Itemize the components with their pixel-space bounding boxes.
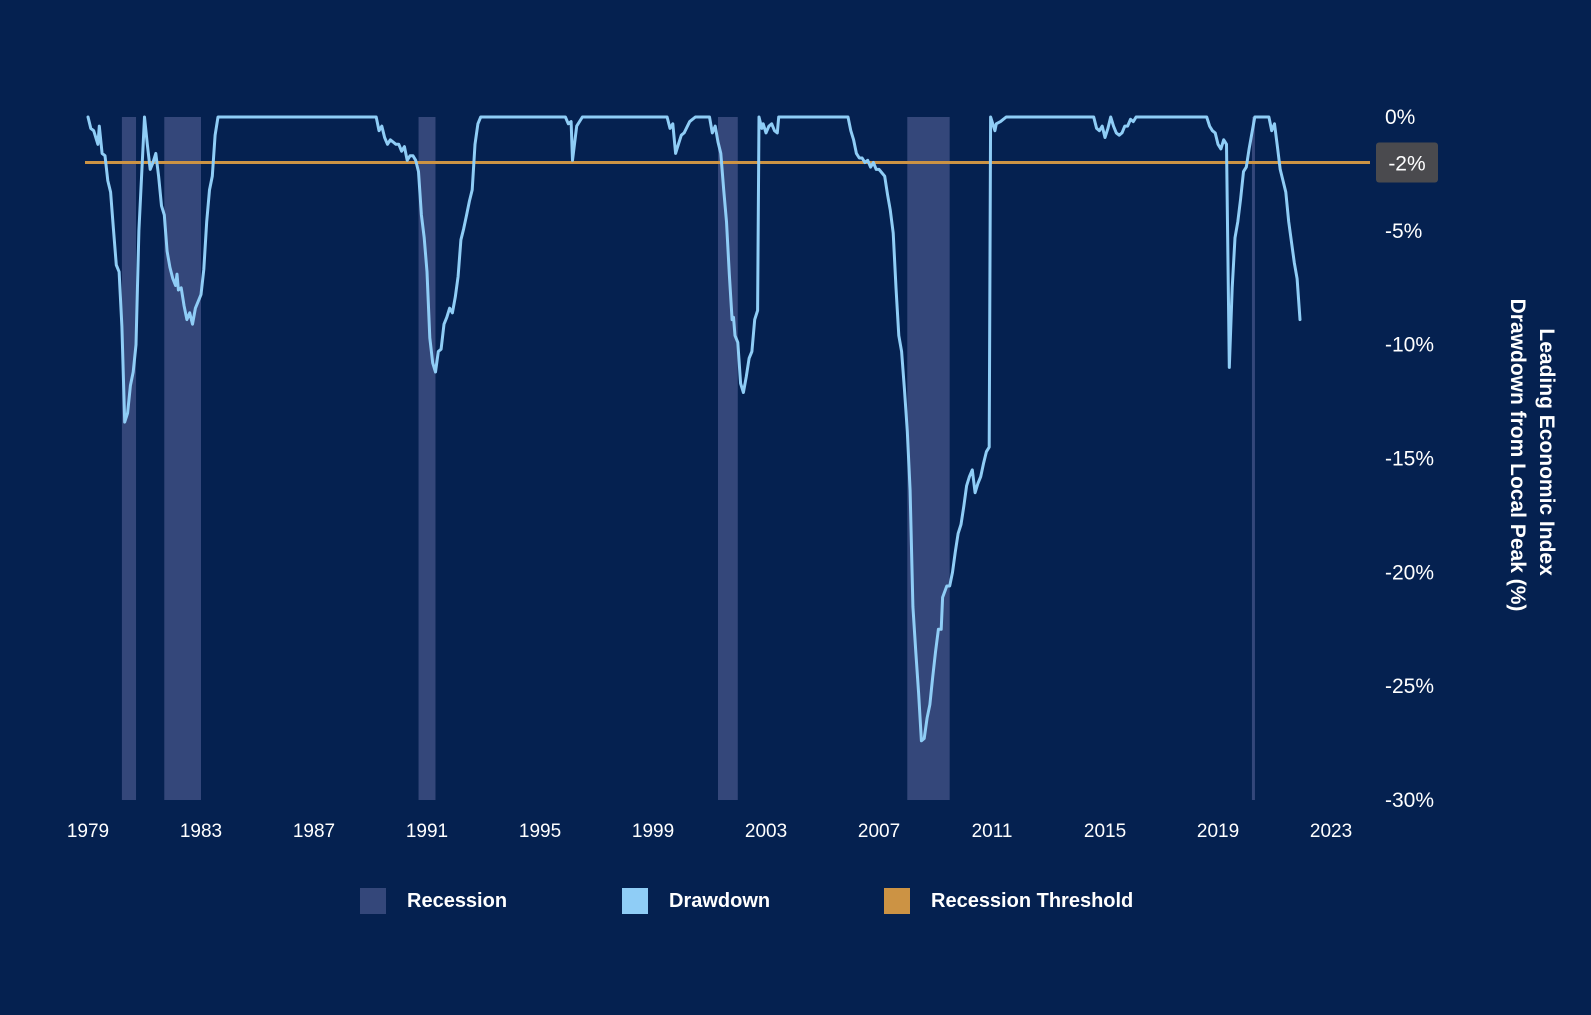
y-axis-label: Leading Economic Index Drawdown from Loc… [1506,299,1558,612]
x-tick-label: 1991 [406,821,448,842]
y-tick-label: 0% [1385,106,1415,129]
y-tick-label: -20% [1385,561,1434,584]
legend-label-threshold: Recession Threshold [931,889,1134,912]
legend-item-threshold: Recession Threshold [884,888,1133,914]
y-axis-label-line1: Leading Economic Index [1535,328,1558,576]
legend-swatch-recession [360,888,386,914]
x-tick-label: 1983 [180,821,222,842]
threshold-badge-box [1376,142,1438,183]
x-tick-label: 1999 [632,821,674,842]
legend-swatch-threshold [884,888,910,914]
x-tick-label: 2015 [1084,821,1126,842]
y-tick-label: -25% [1385,675,1434,698]
y-axis-label-line2: Drawdown from Local Peak (%) [1506,299,1529,612]
drawdown-series [86,115,1302,743]
recession-band-6 [1251,117,1255,800]
x-tick-label: 2003 [745,821,787,842]
x-tick-label: 2019 [1197,821,1239,842]
recession-band-4 [718,117,738,800]
recession-band-5 [907,117,950,800]
recession-band-2 [164,117,202,800]
legend-item-recession: Recession [360,888,507,914]
legend-label-drawdown: Drawdown [669,889,771,912]
recession-band-1 [121,117,137,800]
chart-legend: Recession Drawdown Recession Threshold [0,888,1591,914]
recession-bands [121,117,1255,800]
x-tick-label: 1987 [293,821,335,842]
y-axis-ticks: 0% -5% -10% -15% -20% -25% -30% [1385,106,1434,812]
drawdown-line [86,115,1302,743]
x-tick-label: 2023 [1310,821,1352,842]
legend-label-recession: Recession [407,889,508,912]
recession-band-3 [418,117,436,800]
x-tick-label: 1979 [67,821,109,842]
legend-swatch-drawdown [622,888,648,914]
x-axis-ticks: 1979 1983 1987 1991 1995 1999 2003 2007 2011 2015… [67,821,1352,842]
threshold-badge-label: -2% [1388,153,1425,176]
y-tick-label: -5% [1385,220,1422,243]
y-tick-label: -30% [1385,789,1434,812]
y-tick-label: -15% [1385,448,1434,471]
x-tick-label: 2011 [972,821,1013,842]
legend-item-drawdown: Drawdown [622,888,770,914]
x-tick-label: 1995 [519,821,561,842]
threshold-badge: -2% [1376,142,1438,183]
y-tick-label: -10% [1385,334,1434,357]
x-tick-label: 2007 [858,821,900,842]
